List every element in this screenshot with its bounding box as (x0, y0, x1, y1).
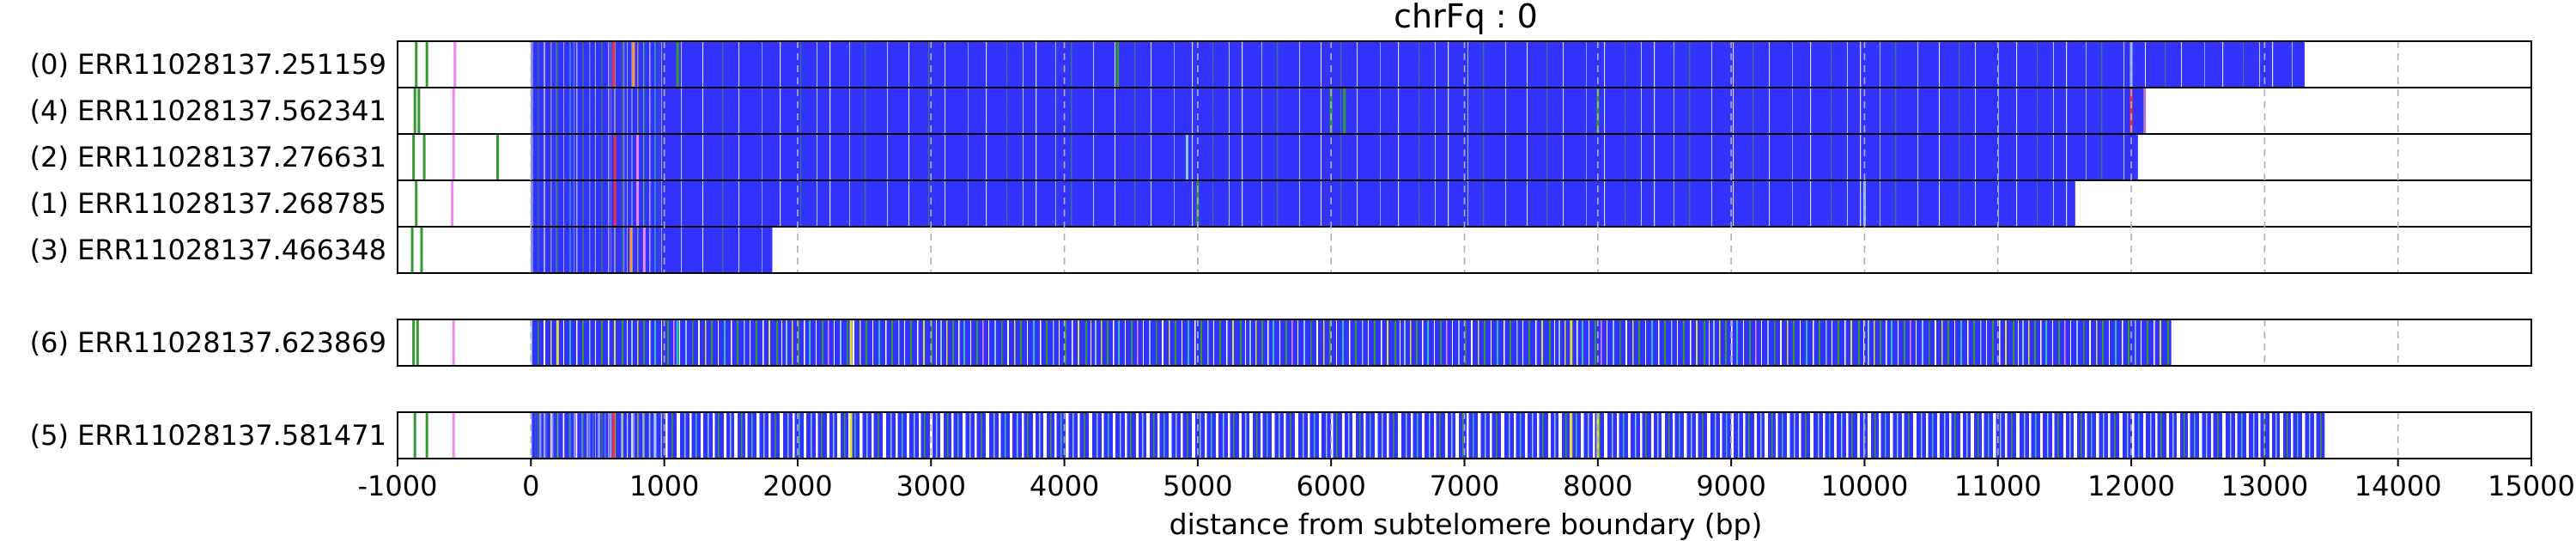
variant-mark (1329, 88, 1333, 134)
variant-mark (452, 88, 455, 134)
variant-mark (612, 412, 616, 459)
variant-mark (452, 412, 455, 459)
chart-title: chrFq : 0 (1394, 0, 1538, 35)
x-tick-label: 12000 (2087, 470, 2175, 502)
variant-mark (1343, 88, 1346, 134)
panel: (6) ERR11028137.623869 (30, 319, 2532, 367)
read-body (531, 134, 2138, 180)
x-axis-label: distance from subtelomere boundary (bp) (1170, 508, 1763, 541)
panel-frame (397, 319, 2532, 367)
x-tick-label: 0 (522, 470, 539, 502)
variant-mark (413, 412, 416, 459)
read-track (413, 88, 2147, 134)
variant-mark (425, 412, 428, 459)
variant-region (531, 412, 665, 459)
variant-mark (420, 227, 423, 273)
variant-mark (1185, 134, 1188, 180)
x-tick-label: 10000 (1821, 470, 1909, 502)
variant-mark (452, 134, 455, 180)
variant-mark (415, 41, 418, 88)
read-track (413, 412, 2325, 459)
variant-mark (849, 319, 853, 366)
read-track (412, 319, 2172, 366)
variant-mark (629, 227, 633, 273)
read-track (415, 41, 2305, 88)
variant-mark (676, 41, 679, 88)
variant-mark (410, 227, 414, 273)
read-body (531, 41, 2305, 88)
variant-mark (636, 180, 640, 227)
panel: (5) ERR11028137.581471 (30, 411, 2532, 459)
read-body (531, 412, 2325, 459)
variant-mark (495, 134, 499, 180)
variant-mark (849, 412, 853, 459)
variant-mark (453, 41, 457, 88)
x-tick-label: 5000 (1163, 470, 1232, 502)
variant-mark (632, 41, 635, 88)
variant-mark (1596, 88, 1600, 134)
panel-frame (397, 40, 2532, 274)
x-tick-label: 11000 (1954, 470, 2042, 502)
x-tick-label: 9000 (1696, 470, 1765, 502)
x-tick-label: 8000 (1563, 470, 1632, 502)
read-label: (2) ERR11028137.276631 (30, 141, 386, 173)
read-body (531, 180, 2075, 227)
variant-mark (2143, 88, 2147, 134)
variant-mark (1596, 412, 1600, 459)
variant-region (531, 319, 665, 366)
variant-mark (1116, 41, 1120, 88)
read-track (415, 180, 2075, 227)
x-tick-label: 1000 (629, 470, 699, 502)
x-tick-label: 2000 (762, 470, 832, 502)
variant-region (531, 134, 665, 180)
variant-mark (417, 88, 421, 134)
variant-mark (556, 319, 559, 366)
variant-mark (2129, 41, 2133, 88)
variant-mark (612, 41, 616, 88)
variant-mark (412, 319, 416, 366)
read-track (412, 134, 2138, 180)
x-tick-label: 7000 (1430, 470, 1499, 502)
variant-mark (1570, 412, 1573, 459)
read-label: (6) ERR11028137.623869 (30, 326, 386, 359)
variant-mark (415, 180, 418, 227)
variant-mark (451, 180, 454, 227)
variant-mark (642, 227, 646, 273)
read-body (531, 88, 2145, 134)
variant-mark (452, 319, 455, 366)
x-tick-label: 14000 (2354, 470, 2442, 502)
read-track (410, 227, 773, 273)
x-tick-label: 15000 (2488, 470, 2575, 502)
variant-region (531, 88, 665, 134)
variant-mark (613, 180, 617, 227)
variant-mark (416, 319, 419, 366)
variant-mark (412, 134, 416, 180)
x-tick-label: 3000 (896, 470, 966, 502)
variant-mark (636, 134, 640, 180)
variant-region (531, 41, 665, 88)
variant-mark (1570, 319, 1573, 366)
variant-region (531, 227, 665, 273)
read-label: (1) ERR11028137.268785 (30, 187, 386, 220)
read-label: (0) ERR11028137.251159 (30, 48, 386, 81)
variant-mark (2129, 88, 2133, 134)
x-tick-label: 13000 (2221, 470, 2308, 502)
variant-region (531, 180, 665, 227)
x-tick-label: 6000 (1296, 470, 1365, 502)
variant-mark (425, 41, 428, 88)
read-label: (4) ERR11028137.562341 (30, 94, 386, 127)
variant-mark (413, 88, 416, 134)
variant-mark (676, 319, 679, 366)
read-label: (5) ERR11028137.581471 (30, 419, 386, 452)
x-tick-label: 4000 (1030, 470, 1099, 502)
x-tick-label: -1000 (358, 470, 438, 502)
read-label: (3) ERR11028137.466348 (30, 234, 386, 266)
variant-mark (613, 134, 617, 180)
read-body (531, 319, 2172, 366)
variant-mark (422, 134, 426, 180)
panel: (0) ERR11028137.251159 (4) ERR11028137.56… (30, 40, 2532, 274)
